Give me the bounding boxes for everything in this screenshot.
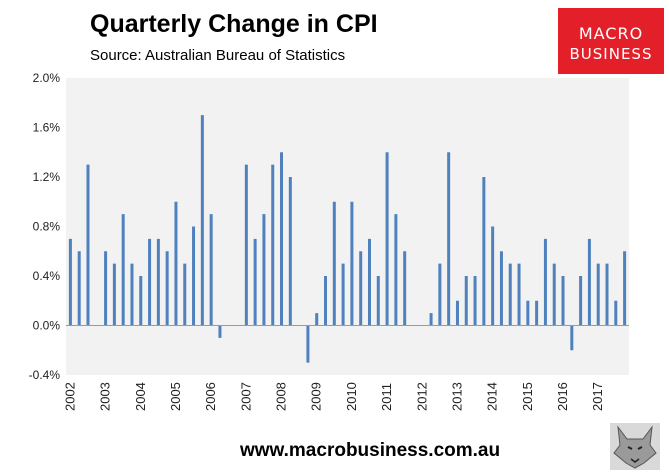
- bar: [130, 263, 134, 326]
- bar: [174, 201, 178, 326]
- footer-url: www.macrobusiness.com.au: [240, 440, 501, 461]
- x-tick-label: 2008: [274, 382, 289, 411]
- bar: [394, 214, 398, 326]
- macrobusiness-logo: MACRO BUSINESS: [558, 8, 664, 74]
- bar: [570, 325, 574, 351]
- bar: [183, 263, 187, 326]
- bar: [112, 263, 116, 326]
- bar: [77, 251, 81, 326]
- bar: [341, 263, 345, 326]
- bar: [385, 152, 389, 326]
- x-tick-label: 2006: [203, 382, 218, 411]
- chart-title: Quarterly Change in CPI: [90, 10, 378, 38]
- bar: [429, 313, 433, 326]
- bar: [473, 276, 477, 326]
- bar: [262, 214, 266, 326]
- bar: [156, 238, 160, 326]
- bar: [455, 300, 459, 326]
- bar: [315, 313, 319, 326]
- x-tick-label: 2003: [98, 382, 113, 411]
- bar: [350, 201, 354, 326]
- bar: [623, 251, 627, 326]
- plot-area: [66, 78, 629, 375]
- logo-line-2: BUSINESS: [569, 45, 653, 63]
- y-tick-label: 0.4%: [33, 269, 61, 283]
- bar: [332, 201, 336, 326]
- bar: [508, 263, 512, 326]
- x-tick-label: 2007: [238, 382, 253, 411]
- bar: [192, 226, 196, 326]
- bar: [218, 325, 222, 338]
- bar: [324, 276, 328, 326]
- bar: [86, 164, 90, 326]
- bar: [596, 263, 600, 326]
- bar: [464, 276, 468, 326]
- wolf-icon: [610, 423, 660, 470]
- logo-line-1: MACRO: [578, 24, 644, 43]
- bar: [209, 214, 213, 326]
- x-tick-label: 2017: [590, 382, 605, 411]
- bar: [271, 164, 275, 326]
- bar: [447, 152, 451, 326]
- bar: [579, 276, 583, 326]
- bar: [526, 300, 530, 326]
- bar: [543, 238, 547, 326]
- bar: [165, 251, 169, 326]
- x-tick-label: 2014: [485, 382, 500, 411]
- bar: [253, 238, 257, 326]
- bar: [148, 238, 152, 326]
- bars: [68, 115, 627, 363]
- bar: [139, 276, 143, 326]
- chart-subtitle: Source: Australian Bureau of Statistics: [90, 47, 346, 64]
- bar: [614, 300, 618, 326]
- x-tick-label: 2012: [414, 382, 429, 411]
- x-tick-label: 2016: [555, 382, 570, 411]
- bar: [605, 263, 609, 326]
- bar: [359, 251, 363, 326]
- bar: [244, 164, 248, 326]
- bar: [535, 300, 539, 326]
- bar: [438, 263, 442, 326]
- x-tick-label: 2004: [133, 382, 148, 411]
- bar: [517, 263, 521, 326]
- bar: [104, 251, 108, 326]
- bar: [121, 214, 125, 326]
- y-tick-label: -0.4%: [29, 368, 61, 382]
- x-tick-label: 2010: [344, 382, 359, 411]
- bar: [587, 238, 591, 326]
- y-tick-label: 0.8%: [33, 220, 61, 234]
- x-tick-label: 2005: [168, 382, 183, 411]
- bar: [403, 251, 407, 326]
- bar: [491, 226, 495, 326]
- bar: [367, 238, 371, 326]
- bar: [200, 115, 204, 326]
- y-tick-label: 2.0%: [33, 71, 61, 85]
- y-tick-label: 1.2%: [33, 170, 61, 184]
- bar: [280, 152, 284, 326]
- bar: [561, 276, 565, 326]
- y-tick-label: 0.0%: [33, 319, 61, 333]
- bar: [552, 263, 556, 326]
- bar: [68, 238, 72, 326]
- x-tick-label: 2013: [449, 382, 464, 411]
- bar: [482, 177, 486, 326]
- x-axis: 2002 2003 2004 2005 2006 2007 2008 2009 2010 2011…: [62, 382, 605, 411]
- y-axis: 2.0% 1.6% 1.2% 0.8% 0.4% 0.0% -0.4%: [29, 71, 61, 382]
- bar: [499, 251, 503, 326]
- x-tick-label: 2015: [520, 382, 535, 411]
- bar: [306, 325, 310, 363]
- x-tick-label: 2009: [309, 382, 324, 411]
- bar: [288, 177, 292, 326]
- x-tick-label: 2011: [379, 383, 394, 411]
- y-tick-label: 1.6%: [33, 121, 61, 135]
- bar: [376, 276, 380, 326]
- x-tick-label: 2002: [62, 382, 77, 411]
